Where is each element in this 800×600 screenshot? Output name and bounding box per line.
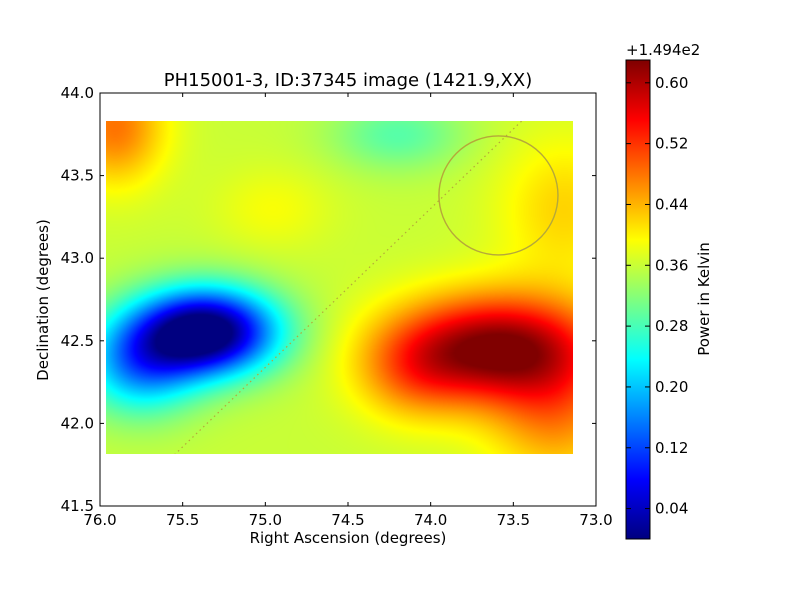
colorbar-tick-label: 0.28 xyxy=(655,317,688,335)
x-tick-label: 75.0 xyxy=(249,511,282,529)
y-tick-label: 43.0 xyxy=(61,249,94,267)
colorbar-tick-label: 0.20 xyxy=(655,378,688,396)
chart-title: PH15001-3, ID:37345 image (1421.9,XX) xyxy=(164,70,532,91)
y-axis-ticks: 41.5 42.0 42.5 43.0 43.5 44.0 xyxy=(61,84,596,515)
heatmap-image xyxy=(106,121,573,454)
y-tick-label: 43.5 xyxy=(61,167,94,185)
colorbar-tick-label: 0.12 xyxy=(655,439,688,457)
colorbar-offset-text: +1.494e2 xyxy=(626,41,700,59)
x-tick-label: 73.5 xyxy=(497,511,530,529)
x-axis-ticks: 76.0 75.5 75.0 74.5 74.0 73.5 73.0 xyxy=(83,93,613,529)
colorbar xyxy=(625,59,651,540)
y-tick-label: 44.0 xyxy=(61,84,94,102)
x-tick-label: 76.0 xyxy=(83,511,116,529)
colorbar-label: Power in Kelvin xyxy=(695,242,713,356)
colorbar-tick-label: 0.60 xyxy=(655,74,688,92)
colorbar-tick-label: 0.04 xyxy=(655,500,688,518)
y-axis-label: Declination (degrees) xyxy=(34,219,52,381)
colorbar-tick-label: 0.36 xyxy=(655,256,688,274)
overlay-circle xyxy=(438,135,559,256)
colorbar-tick-label: 0.52 xyxy=(655,135,688,153)
y-tick-label: 42.5 xyxy=(61,332,94,350)
x-tick-label: 75.5 xyxy=(166,511,199,529)
colorbar-tick-label: 0.44 xyxy=(655,195,688,213)
dotted-line xyxy=(174,121,523,454)
x-tick-label: 73.0 xyxy=(579,511,612,529)
x-tick-label: 74.5 xyxy=(331,511,364,529)
x-tick-label: 74.0 xyxy=(414,511,447,529)
colorbar-ticks: 0.04 0.12 0.20 0.28 0.36 0.44 0.52 0.60 xyxy=(626,74,688,518)
y-tick-label: 42.0 xyxy=(61,414,94,432)
y-tick-label: 41.5 xyxy=(61,497,94,515)
x-axis-label: Right Ascension (degrees) xyxy=(250,529,447,547)
